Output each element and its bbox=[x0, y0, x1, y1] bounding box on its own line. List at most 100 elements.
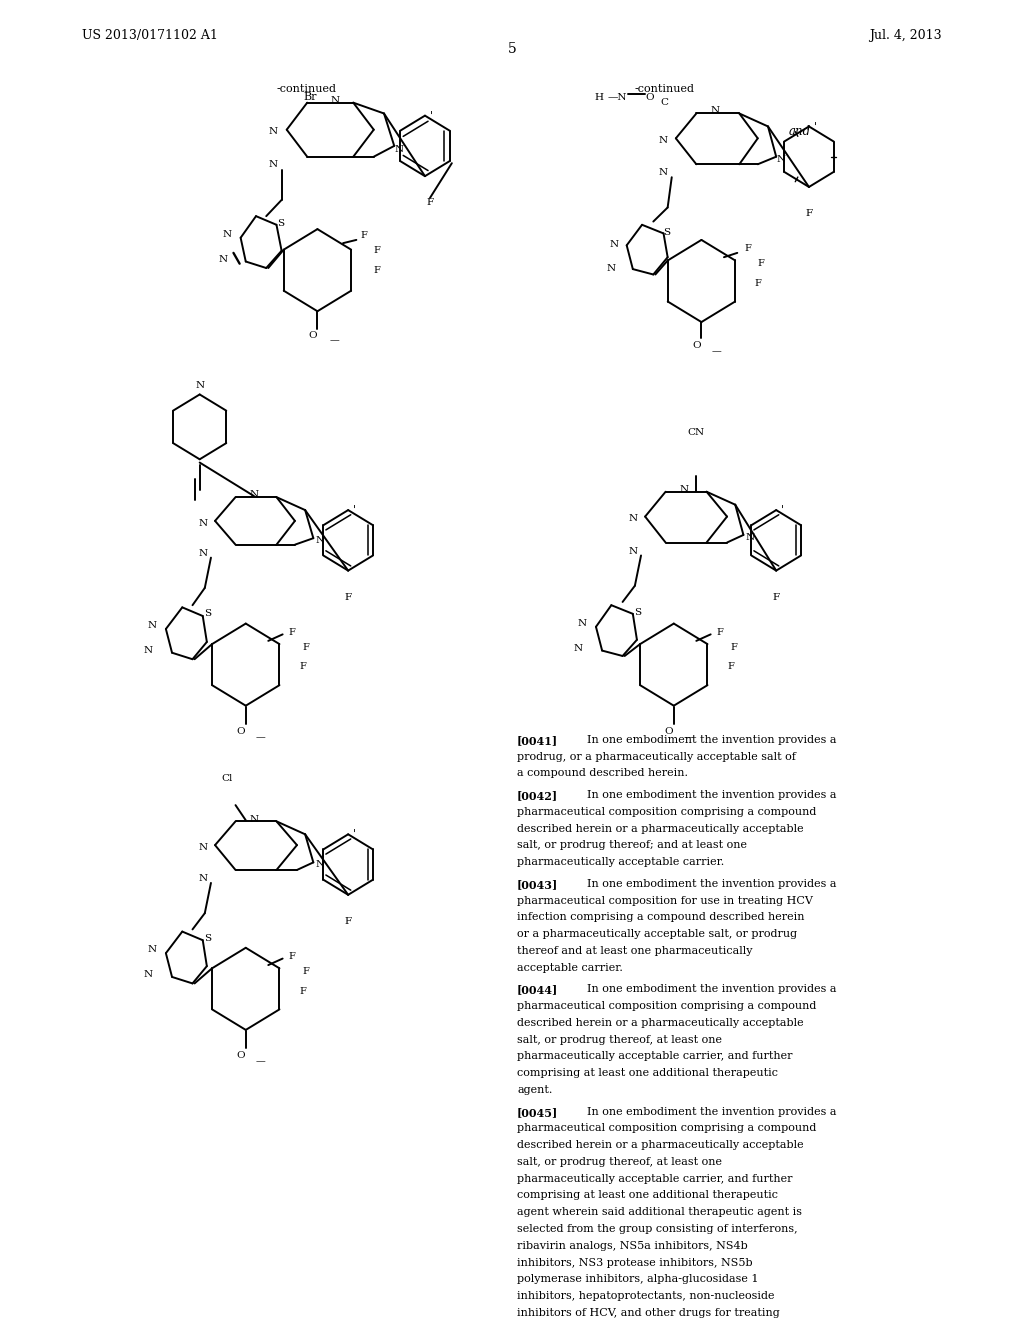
Text: N: N bbox=[711, 106, 719, 115]
Text: F: F bbox=[374, 247, 380, 255]
Text: -continued: -continued bbox=[276, 83, 337, 94]
Text: N: N bbox=[680, 484, 688, 494]
Text: comprising at least one additional therapeutic: comprising at least one additional thera… bbox=[517, 1191, 778, 1200]
Text: N: N bbox=[659, 136, 668, 145]
Text: F: F bbox=[773, 593, 779, 602]
Text: pharmaceutical composition for use in treating HCV: pharmaceutical composition for use in tr… bbox=[517, 896, 813, 906]
Text: a compound described herein.: a compound described herein. bbox=[517, 768, 688, 779]
Text: salt, or prodrug thereof; and at least one: salt, or prodrug thereof; and at least o… bbox=[517, 841, 748, 850]
Text: C: C bbox=[660, 98, 669, 107]
Text: S: S bbox=[204, 933, 211, 942]
Text: S: S bbox=[204, 610, 211, 618]
Text: F: F bbox=[345, 593, 351, 602]
Text: F: F bbox=[299, 663, 306, 672]
Text: inhibitors of HCV, and other drugs for treating: inhibitors of HCV, and other drugs for t… bbox=[517, 1308, 780, 1317]
Text: ': ' bbox=[781, 506, 784, 515]
Text: O: O bbox=[692, 342, 700, 350]
Text: salt, or prodrug thereof, at least one: salt, or prodrug thereof, at least one bbox=[517, 1035, 722, 1044]
Text: S: S bbox=[634, 609, 641, 618]
Text: F: F bbox=[289, 628, 296, 636]
Text: —: — bbox=[712, 347, 722, 355]
Text: [0041]: [0041] bbox=[517, 735, 558, 746]
Text: [0044]: [0044] bbox=[517, 985, 558, 995]
Text: N: N bbox=[250, 491, 258, 499]
Text: comprising at least one additional therapeutic: comprising at least one additional thera… bbox=[517, 1068, 778, 1078]
Text: N: N bbox=[199, 874, 207, 883]
Text: F: F bbox=[345, 917, 351, 927]
Text: N: N bbox=[629, 515, 637, 523]
Text: acceptable carrier.: acceptable carrier. bbox=[517, 962, 623, 973]
Text: F: F bbox=[744, 244, 752, 253]
Text: described herein or a pharmaceutically acceptable: described herein or a pharmaceutically a… bbox=[517, 1140, 804, 1150]
Text: CN: CN bbox=[688, 428, 705, 437]
Text: —: — bbox=[256, 734, 266, 743]
Text: pharmaceutical composition comprising a compound: pharmaceutical composition comprising a … bbox=[517, 1123, 816, 1134]
Text: Br: Br bbox=[303, 92, 316, 102]
Text: ': ' bbox=[814, 121, 817, 132]
Text: F: F bbox=[806, 210, 812, 219]
Text: infection comprising a compound described herein: infection comprising a compound describe… bbox=[517, 912, 805, 923]
Text: agent.: agent. bbox=[517, 1085, 553, 1096]
Text: N: N bbox=[199, 842, 207, 851]
Text: N: N bbox=[331, 96, 339, 106]
Text: N: N bbox=[394, 145, 403, 153]
Text: F: F bbox=[360, 231, 367, 240]
Text: ribavirin analogs, NS5a inhibitors, NS4b: ribavirin analogs, NS5a inhibitors, NS4b bbox=[517, 1241, 748, 1251]
Text: ': ' bbox=[353, 829, 356, 840]
Text: ': ' bbox=[430, 111, 433, 120]
Text: In one embodiment the invention provides a: In one embodiment the invention provides… bbox=[587, 791, 837, 800]
Text: O: O bbox=[665, 727, 673, 737]
Text: N: N bbox=[199, 549, 207, 558]
Text: pharmaceutical composition comprising a compound: pharmaceutical composition comprising a … bbox=[517, 807, 816, 817]
Text: F: F bbox=[727, 663, 734, 672]
Text: F: F bbox=[758, 259, 765, 268]
Text: In one embodiment the invention provides a: In one embodiment the invention provides… bbox=[587, 879, 837, 888]
Text: prodrug, or a pharmaceutically acceptable salt of: prodrug, or a pharmaceutically acceptabl… bbox=[517, 751, 796, 762]
Text: polymerase inhibitors, alpha-glucosidase 1: polymerase inhibitors, alpha-glucosidase… bbox=[517, 1274, 759, 1284]
Text: F: F bbox=[427, 198, 433, 207]
Text: N: N bbox=[196, 381, 204, 391]
Text: selected from the group consisting of interferons,: selected from the group consisting of in… bbox=[517, 1224, 798, 1234]
Text: described herein or a pharmaceutically acceptable: described herein or a pharmaceutically a… bbox=[517, 824, 804, 834]
Text: 5: 5 bbox=[508, 42, 516, 55]
Text: N: N bbox=[578, 619, 587, 628]
Text: Cl: Cl bbox=[221, 774, 233, 783]
Text: N: N bbox=[269, 127, 278, 136]
Text: Jul. 4, 2013: Jul. 4, 2013 bbox=[869, 29, 942, 42]
Text: O: O bbox=[237, 727, 245, 737]
Text: In one embodiment the invention provides a: In one embodiment the invention provides… bbox=[587, 985, 837, 994]
Text: inhibitors, hepatoprotectants, non-nucleoside: inhibitors, hepatoprotectants, non-nucle… bbox=[517, 1291, 774, 1302]
Text: In one embodiment the invention provides a: In one embodiment the invention provides… bbox=[587, 1106, 837, 1117]
Text: -continued: -continued bbox=[635, 83, 695, 94]
Text: ': ' bbox=[353, 506, 356, 515]
Text: [0045]: [0045] bbox=[517, 1106, 558, 1118]
Text: N: N bbox=[745, 532, 755, 541]
Text: F: F bbox=[755, 279, 762, 288]
Text: N: N bbox=[629, 546, 637, 556]
Text: F: F bbox=[302, 643, 309, 652]
Text: N: N bbox=[143, 645, 153, 655]
Text: —N: —N bbox=[607, 92, 627, 102]
Text: N: N bbox=[269, 160, 278, 169]
Text: F: F bbox=[302, 968, 309, 975]
Text: F: F bbox=[717, 628, 724, 636]
Text: F: F bbox=[289, 952, 296, 961]
Text: F: F bbox=[730, 643, 737, 652]
Text: and: and bbox=[788, 125, 811, 139]
Text: N: N bbox=[609, 240, 618, 248]
Text: N: N bbox=[315, 861, 325, 869]
Text: —: — bbox=[256, 1057, 266, 1065]
Text: —: — bbox=[684, 734, 694, 743]
Text: pharmaceutically acceptable carrier, and further: pharmaceutically acceptable carrier, and… bbox=[517, 1173, 793, 1184]
Text: pharmaceutically acceptable carrier.: pharmaceutically acceptable carrier. bbox=[517, 857, 724, 867]
Text: N: N bbox=[250, 814, 258, 824]
Text: N: N bbox=[315, 536, 325, 545]
Text: N: N bbox=[776, 156, 785, 165]
Text: agent wherein said additional therapeutic agent is: agent wherein said additional therapeuti… bbox=[517, 1208, 802, 1217]
Text: O: O bbox=[645, 92, 653, 102]
Text: H: H bbox=[595, 92, 603, 102]
Text: N: N bbox=[143, 970, 153, 979]
Text: F: F bbox=[299, 986, 306, 995]
Text: [0042]: [0042] bbox=[517, 791, 558, 801]
Text: inhibitors, NS3 protease inhibitors, NS5b: inhibitors, NS3 protease inhibitors, NS5… bbox=[517, 1258, 753, 1267]
